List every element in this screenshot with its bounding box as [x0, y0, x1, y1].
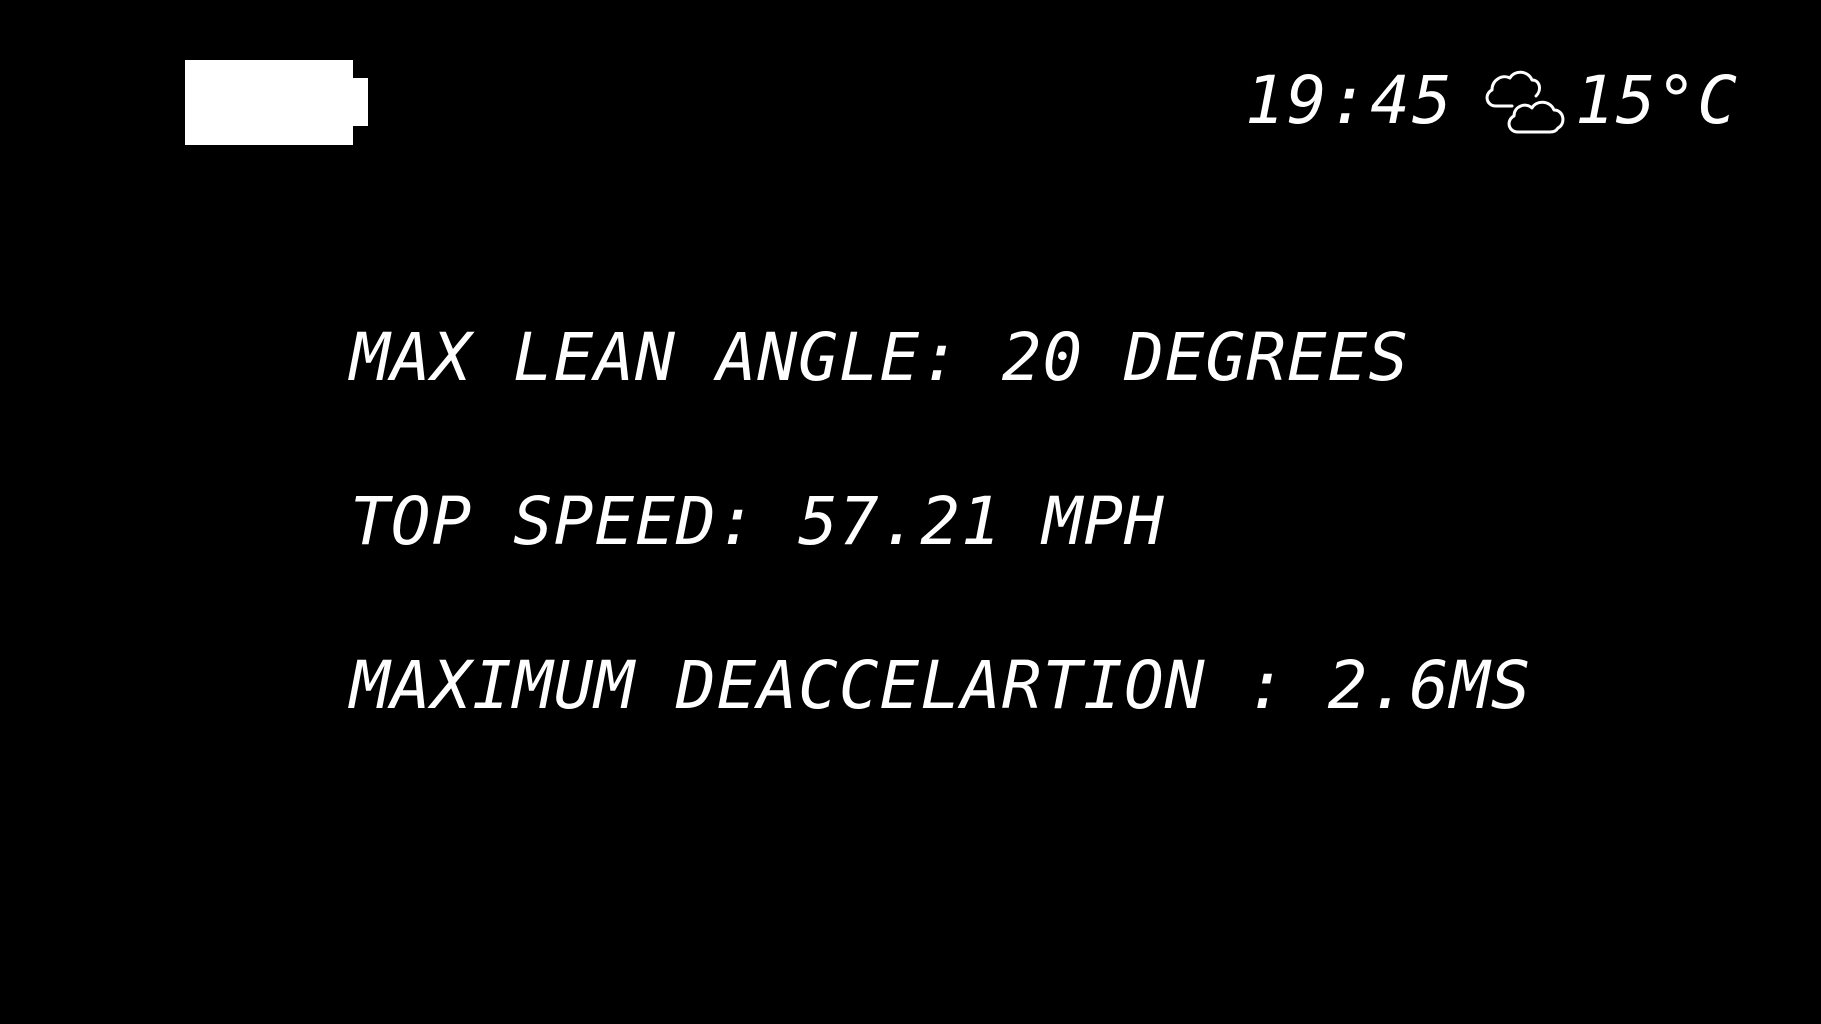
partly-cloudy-icon: [1485, 70, 1565, 134]
battery-body: [185, 60, 353, 145]
temperature-readout: 15°C: [1575, 62, 1738, 139]
clock-time: 19:45: [1245, 62, 1454, 139]
battery-tip: [353, 78, 368, 126]
max-deceleration-stat: MAXIMUM DEACCELARTION : 2.6MS: [350, 647, 1532, 724]
max-lean-angle-stat: MAX LEAN ANGLE: 20 DEGREES: [350, 319, 1410, 396]
top-speed-stat: TOP SPEED: 57.21 MPH: [350, 483, 1165, 560]
ride-stats: MAX LEAN ANGLE: 20 DEGREES TOP SPEED: 57…: [350, 318, 1531, 810]
battery-full-icon: [185, 60, 368, 145]
